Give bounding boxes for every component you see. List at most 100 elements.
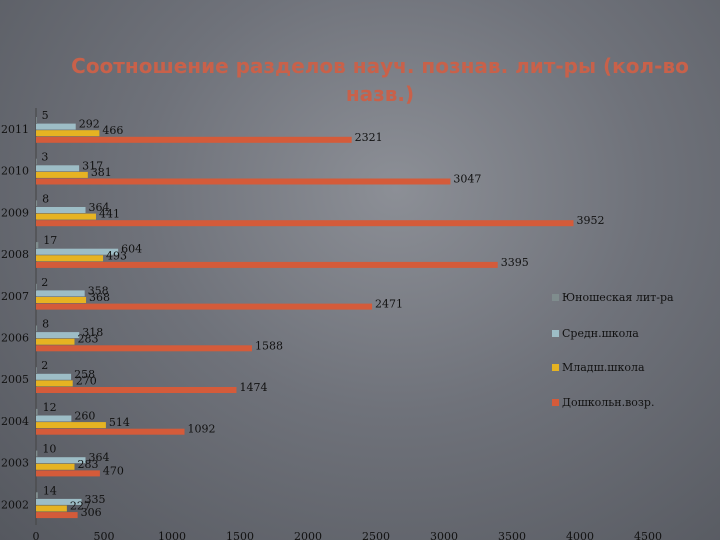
x-tick-label: 1500 <box>226 530 254 540</box>
bar <box>36 463 75 470</box>
data-label: 2 <box>41 276 48 289</box>
bar <box>36 408 38 415</box>
bar <box>36 428 185 435</box>
data-label: 270 <box>76 374 97 387</box>
data-label: 14 <box>43 484 57 497</box>
category-label: 2002 <box>1 498 29 511</box>
data-label: 227 <box>70 500 91 513</box>
x-tick-label: 2000 <box>294 530 322 540</box>
data-label: 3395 <box>501 256 529 269</box>
x-tick-label: 1000 <box>158 530 186 540</box>
x-tick-label: 0 <box>33 530 40 540</box>
data-label: 292 <box>79 118 100 131</box>
category-label: 2003 <box>1 457 29 470</box>
data-label: 258 <box>74 368 95 381</box>
category-label: 2008 <box>1 248 29 261</box>
data-label: 306 <box>81 506 102 519</box>
x-tick-label: 3000 <box>430 530 458 540</box>
data-label: 260 <box>74 410 95 423</box>
data-label: 2471 <box>375 298 403 311</box>
bar <box>36 123 76 130</box>
bar <box>36 373 72 380</box>
bar <box>36 213 96 220</box>
bar <box>36 492 38 499</box>
data-label: 283 <box>77 458 98 471</box>
legend-label: Юношеская лит-ра <box>562 291 674 304</box>
category-label: 2006 <box>1 332 29 345</box>
bar <box>36 290 85 297</box>
bar <box>36 338 75 345</box>
data-label: 2321 <box>355 131 383 144</box>
data-label: 2 <box>41 359 48 372</box>
category-label: 2005 <box>1 373 29 386</box>
bar <box>36 512 78 519</box>
bar <box>36 387 237 393</box>
data-label: 1588 <box>255 339 283 352</box>
bar <box>36 165 80 172</box>
data-label: 335 <box>85 493 106 506</box>
legend-swatch <box>552 294 559 301</box>
bar <box>36 450 38 457</box>
chart-title: Соотношение разделов науч. познав. лит-р… <box>71 54 689 106</box>
x-tick-label: 2500 <box>362 530 390 540</box>
bar <box>36 457 86 464</box>
data-label: 493 <box>106 249 127 262</box>
bar <box>36 505 67 512</box>
bar <box>36 130 100 137</box>
data-label: 5 <box>42 109 49 122</box>
data-label: 1474 <box>239 381 267 394</box>
data-label: 3 <box>41 151 48 164</box>
x-tick-label: 4000 <box>566 530 594 540</box>
data-label: 8 <box>42 318 49 331</box>
bar <box>36 367 37 374</box>
bar <box>36 261 498 268</box>
bar <box>36 297 87 303</box>
legend-label: Средн.школа <box>562 327 639 340</box>
data-label: 364 <box>89 201 110 214</box>
data-label: 3952 <box>576 214 604 227</box>
bar <box>36 380 73 387</box>
data-label: 470 <box>103 464 124 477</box>
data-label: 358 <box>88 284 109 297</box>
data-label: 3047 <box>453 173 481 186</box>
data-label: 318 <box>82 326 103 339</box>
bar <box>36 117 37 123</box>
data-label: 466 <box>102 124 123 137</box>
data-label: 364 <box>89 451 110 464</box>
category-label: 2007 <box>1 290 29 303</box>
bar <box>36 345 252 352</box>
data-label: 381 <box>91 166 112 179</box>
category-label: 2009 <box>1 206 29 219</box>
bar <box>36 422 106 429</box>
legend-swatch <box>552 399 559 406</box>
bar <box>36 470 100 477</box>
bar <box>36 136 352 143</box>
bar <box>36 178 451 185</box>
bar <box>36 220 574 227</box>
bar <box>36 171 88 178</box>
bar <box>36 332 80 339</box>
bar <box>36 325 38 332</box>
data-label: 17 <box>43 234 57 247</box>
data-label: 368 <box>89 291 110 304</box>
data-label: 8 <box>42 192 49 205</box>
category-label: 2004 <box>1 415 29 428</box>
bar <box>36 498 82 505</box>
bar <box>36 283 37 290</box>
x-tick-label: 500 <box>94 530 115 540</box>
x-tick-label: 3500 <box>498 530 526 540</box>
data-label: 1092 <box>188 423 216 436</box>
legend-swatch <box>552 364 559 371</box>
legend-swatch <box>552 330 559 337</box>
bar <box>36 415 72 422</box>
data-label: 441 <box>99 208 120 221</box>
legend-label: Младш.школа <box>562 361 645 374</box>
data-label: 514 <box>109 416 130 429</box>
x-tick-label: 4500 <box>634 530 662 540</box>
data-label: 283 <box>77 333 98 346</box>
bar <box>36 200 38 207</box>
category-label: 2010 <box>1 165 29 178</box>
bar <box>36 158 37 165</box>
bar <box>36 207 86 213</box>
